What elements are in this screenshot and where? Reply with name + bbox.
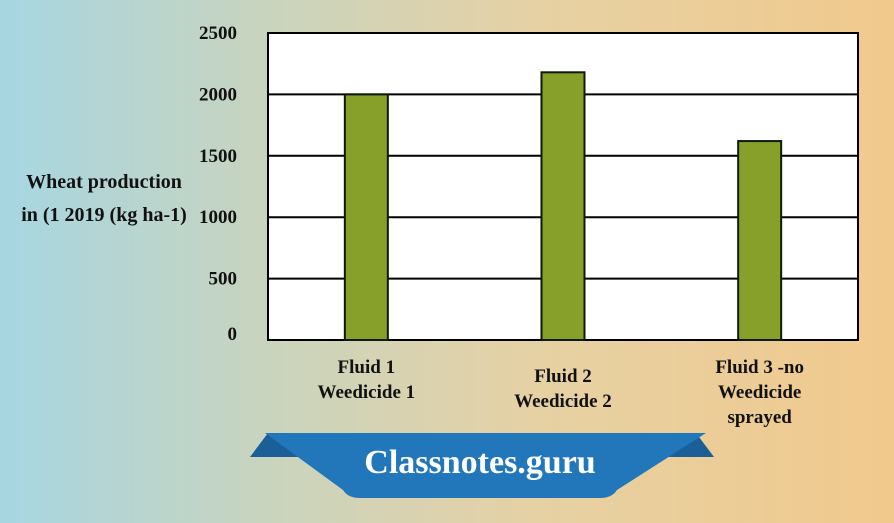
x-category-label: Fluid 1 Weedicide 1 (318, 357, 416, 403)
bars (343, 71, 783, 342)
x-category-label: Fluid 2 Weedicide 2 (514, 366, 612, 412)
y-tick-label: 1000 (199, 207, 237, 228)
y-tick-label: 500 (209, 269, 238, 290)
x-category-label: Fluid 3 -no Weedicide sprayed (715, 357, 804, 428)
y-tick-label: 1500 (199, 146, 237, 167)
banner-body (265, 433, 706, 498)
watermark-text: Classnotes.guru (364, 444, 595, 481)
y-tick-label: 2000 (199, 84, 237, 105)
bar (540, 71, 586, 342)
y-axis-ticks: 0 500 1000 1500 2000 2500 (199, 23, 237, 345)
y-tick-label: 0 (228, 324, 238, 345)
y-tick-label: 2500 (199, 23, 237, 44)
y-axis-label: Wheat production in (1 2019 (kg ha-1) (21, 171, 187, 226)
bar (343, 93, 389, 342)
watermark-banner: Classnotes.guru (250, 433, 714, 498)
bar (737, 140, 783, 341)
x-axis-categories: Fluid 1 Weedicide 1 Fluid 2 Weedicide 2 Flui… (318, 357, 805, 428)
